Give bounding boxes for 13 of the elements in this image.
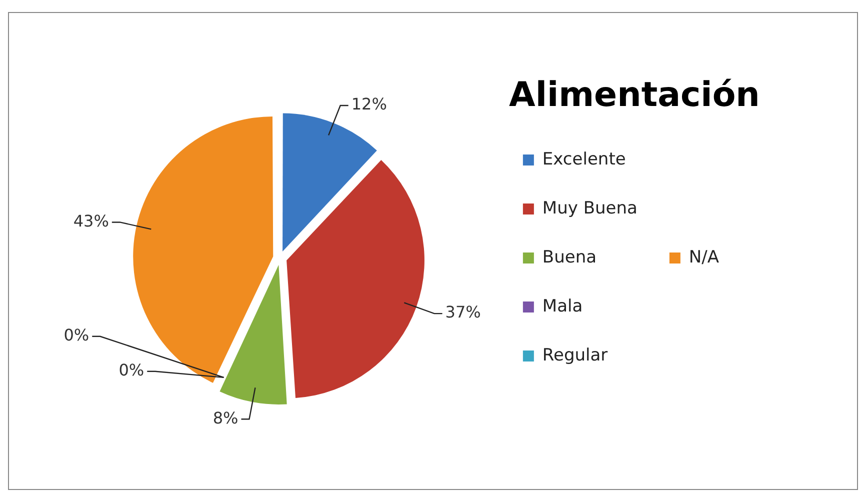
- legend-label: Muy Buena: [542, 198, 638, 218]
- data-label: 8%: [212, 408, 238, 428]
- legend-label: Excelente: [542, 149, 626, 170]
- data-label: 43%: [73, 211, 109, 230]
- legend-label: N/A: [688, 247, 720, 268]
- legend-label: Buena: [542, 247, 597, 268]
- text: 0%: [64, 326, 90, 345]
- data-label: 37%: [445, 302, 481, 322]
- text: 0%: [118, 360, 144, 380]
- legend-label: Mala: [542, 296, 583, 316]
- chart-title: Alimentación: [509, 75, 760, 115]
- data-label: 12%: [351, 94, 387, 114]
- legend-label: Regular: [542, 345, 608, 366]
